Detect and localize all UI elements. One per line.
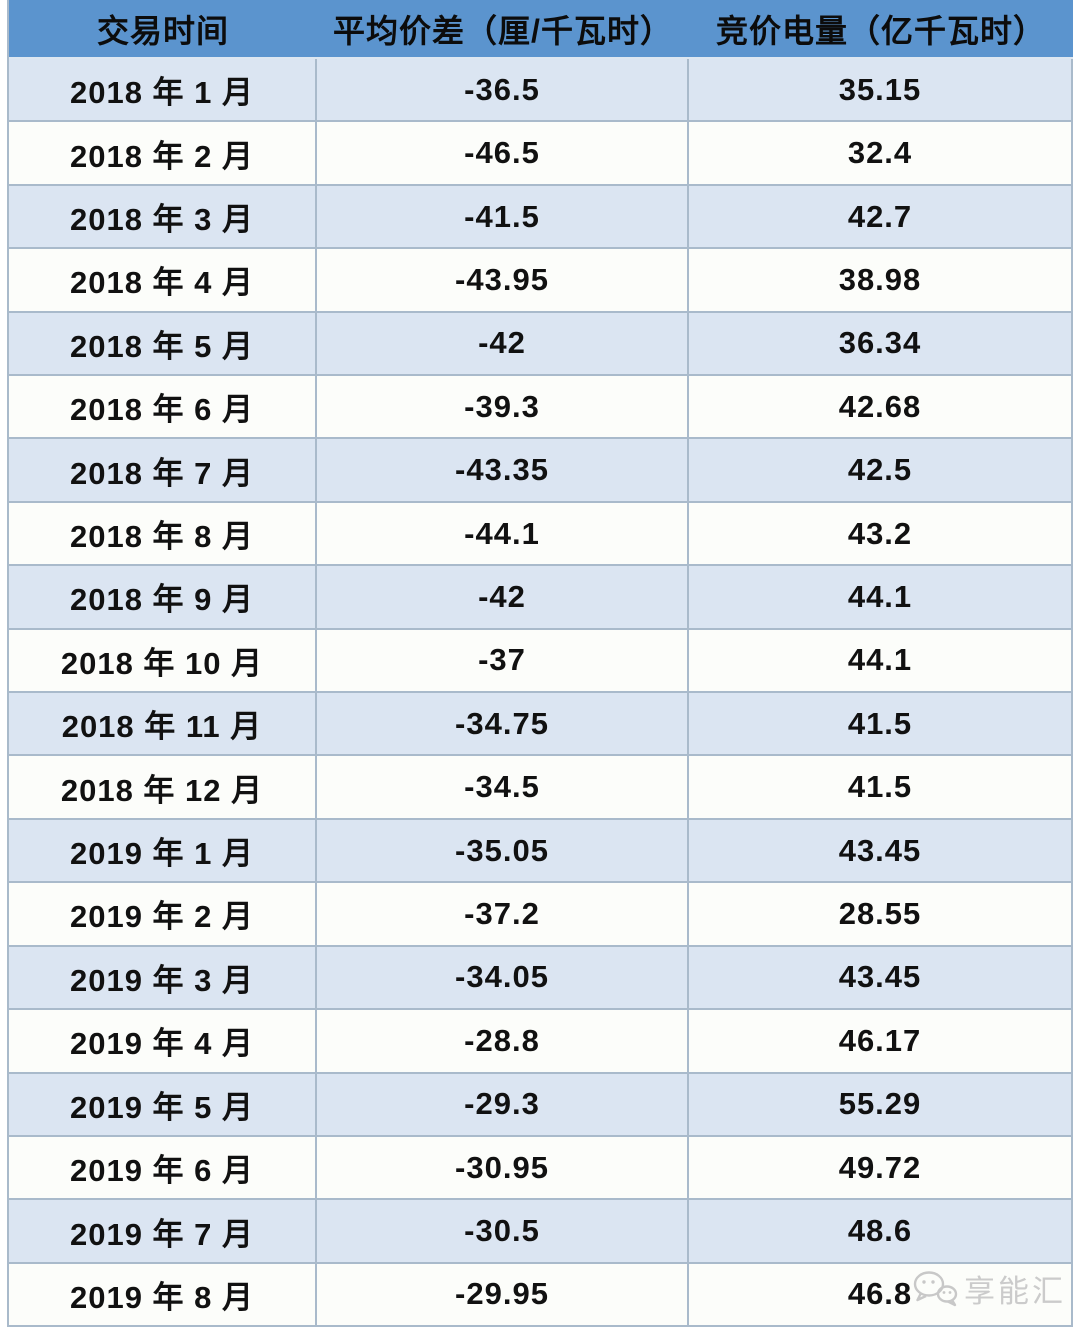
cell-bid-volume: 41.5 — [689, 693, 1073, 755]
cell-trade-time: 2019 年 5 月 — [9, 1073, 317, 1135]
cell-avg-spread: -43.35 — [317, 439, 689, 501]
cell-avg-spread: -37.2 — [317, 883, 689, 945]
cell-bid-volume: 42.5 — [689, 439, 1073, 501]
cell-avg-spread: -30.5 — [317, 1200, 689, 1262]
cell-avg-spread: -39.3 — [317, 376, 689, 438]
cell-bid-volume: 48.6 — [689, 1200, 1073, 1262]
cell-avg-spread: -35.05 — [317, 819, 689, 882]
cell-bid-volume: 42.68 — [689, 376, 1073, 438]
cell-bid-volume: 36.34 — [689, 312, 1073, 375]
cell-avg-spread: -46.5 — [317, 122, 689, 184]
table-row: 2019 年 5 月 -29.3 55.29 — [9, 1073, 1073, 1137]
cell-trade-time: 2018 年 5 月 — [9, 312, 317, 375]
cell-avg-spread: -34.05 — [317, 946, 689, 1009]
table-body: 2018 年 1 月 -36.5 35.15 2018 年 2 月 -46.5 32.4 2… — [9, 59, 1073, 1328]
cell-bid-volume: 32.4 — [689, 122, 1073, 184]
cell-avg-spread: -28.8 — [317, 1010, 689, 1072]
cell-bid-volume: 35.15 — [689, 59, 1073, 121]
cell-avg-spread: -30.95 — [317, 1136, 689, 1199]
cell-avg-spread: -37 — [317, 629, 689, 692]
cell-trade-time: 2018 年 9 月 — [9, 566, 317, 628]
table-row: 2019 年 4 月 -28.8 46.17 — [9, 1010, 1073, 1074]
table-row: 2019 年 7 月 -30.5 48.6 — [9, 1200, 1073, 1264]
cell-avg-spread: -29.95 — [317, 1263, 689, 1326]
cell-avg-spread: -29.3 — [317, 1073, 689, 1135]
cell-trade-time: 2019 年 4 月 — [9, 1010, 317, 1072]
cell-avg-spread: -44.1 — [317, 502, 689, 565]
cell-trade-time: 2018 年 10 月 — [9, 629, 317, 692]
price-spread-table: 交易时间 平均价差（厘/千瓦时） 竞价电量（亿千瓦时） 2018 年 1 月 -3… — [7, 0, 1073, 1328]
header-cell-trade-time: 交易时间 — [96, 12, 229, 49]
cell-bid-volume: 28.55 — [689, 883, 1073, 945]
cell-avg-spread: -34.75 — [317, 693, 689, 755]
cell-trade-time: 2018 年 7 月 — [9, 439, 317, 501]
cell-trade-time: 2019 年 3 月 — [9, 946, 317, 1009]
cell-bid-volume: 49.72 — [689, 1136, 1073, 1199]
cell-avg-spread: -41.5 — [317, 185, 689, 248]
table-row: 2018 年 2 月 -46.5 32.4 — [9, 122, 1073, 186]
cell-trade-time: 2019 年 7 月 — [9, 1200, 317, 1262]
cell-bid-volume: 43.45 — [689, 946, 1073, 1009]
table-row: 2018 年 11 月 -34.75 41.5 — [9, 693, 1073, 757]
table-row: 2018 年 3 月 -41.5 42.7 — [9, 185, 1073, 250]
cell-trade-time: 2019 年 1 月 — [9, 819, 317, 882]
table-row: 2019 年 2 月 -37.2 28.55 — [9, 883, 1073, 947]
table-row: 2019 年 1 月 -35.05 43.45 — [9, 819, 1073, 884]
cell-avg-spread: -42 — [317, 312, 689, 375]
header-cell-bid-volume: 竞价电量（亿千瓦时） — [715, 12, 1046, 49]
cell-trade-time: 2018 年 6 月 — [9, 376, 317, 438]
cell-bid-volume: 38.98 — [689, 249, 1073, 311]
table-row: 2018 年 1 月 -36.5 35.15 — [9, 59, 1073, 123]
table-row: 2019 年 8 月 -29.95 46.8 — [9, 1263, 1073, 1328]
cell-trade-time: 2019 年 2 月 — [9, 883, 317, 945]
cell-bid-volume: 46.17 — [689, 1010, 1073, 1072]
cell-trade-time: 2018 年 12 月 — [9, 756, 317, 818]
cell-bid-volume: 43.2 — [689, 502, 1073, 565]
cell-trade-time: 2018 年 1 月 — [9, 59, 317, 121]
table-row: 2018 年 6 月 -39.3 42.68 — [9, 376, 1073, 440]
cell-trade-time: 2018 年 8 月 — [9, 502, 317, 565]
cell-bid-volume: 44.1 — [689, 566, 1073, 628]
cell-trade-time: 2018 年 2 月 — [9, 122, 317, 184]
table-row: 2018 年 12 月 -34.5 41.5 — [9, 756, 1073, 820]
cell-bid-volume: 46.8 — [689, 1263, 1073, 1326]
cell-bid-volume: 41.5 — [689, 756, 1073, 818]
table-row: 2018 年 8 月 -44.1 43.2 — [9, 502, 1073, 567]
cell-avg-spread: -36.5 — [317, 59, 689, 121]
cell-trade-time: 2019 年 6 月 — [9, 1136, 317, 1199]
cell-bid-volume: 55.29 — [689, 1073, 1073, 1135]
cell-avg-spread: -34.5 — [317, 756, 689, 818]
table-row: 2018 年 10 月 -37 44.1 — [9, 629, 1073, 694]
cell-avg-spread: -43.95 — [317, 249, 689, 311]
table-row: 2018 年 7 月 -43.35 42.5 — [9, 439, 1073, 503]
cell-trade-time: 2019 年 8 月 — [9, 1263, 317, 1326]
table-row: 2018 年 5 月 -42 36.34 — [9, 312, 1073, 377]
table-row: 2018 年 9 月 -42 44.1 — [9, 566, 1073, 630]
cell-avg-spread: -42 — [317, 566, 689, 628]
header-cell-avg-spread: 平均价差（厘/千瓦时） — [333, 12, 673, 49]
table-row: 2019 年 6 月 -30.95 49.72 — [9, 1136, 1073, 1201]
cell-bid-volume: 43.45 — [689, 819, 1073, 882]
table-row: 2018 年 4 月 -43.95 38.98 — [9, 249, 1073, 313]
cell-trade-time: 2018 年 4 月 — [9, 249, 317, 311]
table-header-row: 交易时间 平均价差（厘/千瓦时） 竞价电量（亿千瓦时） — [9, 0, 1073, 59]
table-row: 2019 年 3 月 -34.05 43.45 — [9, 946, 1073, 1011]
cell-trade-time: 2018 年 11 月 — [9, 693, 317, 755]
cell-bid-volume: 42.7 — [689, 185, 1073, 248]
cell-bid-volume: 44.1 — [689, 629, 1073, 692]
cell-trade-time: 2018 年 3 月 — [9, 185, 317, 248]
